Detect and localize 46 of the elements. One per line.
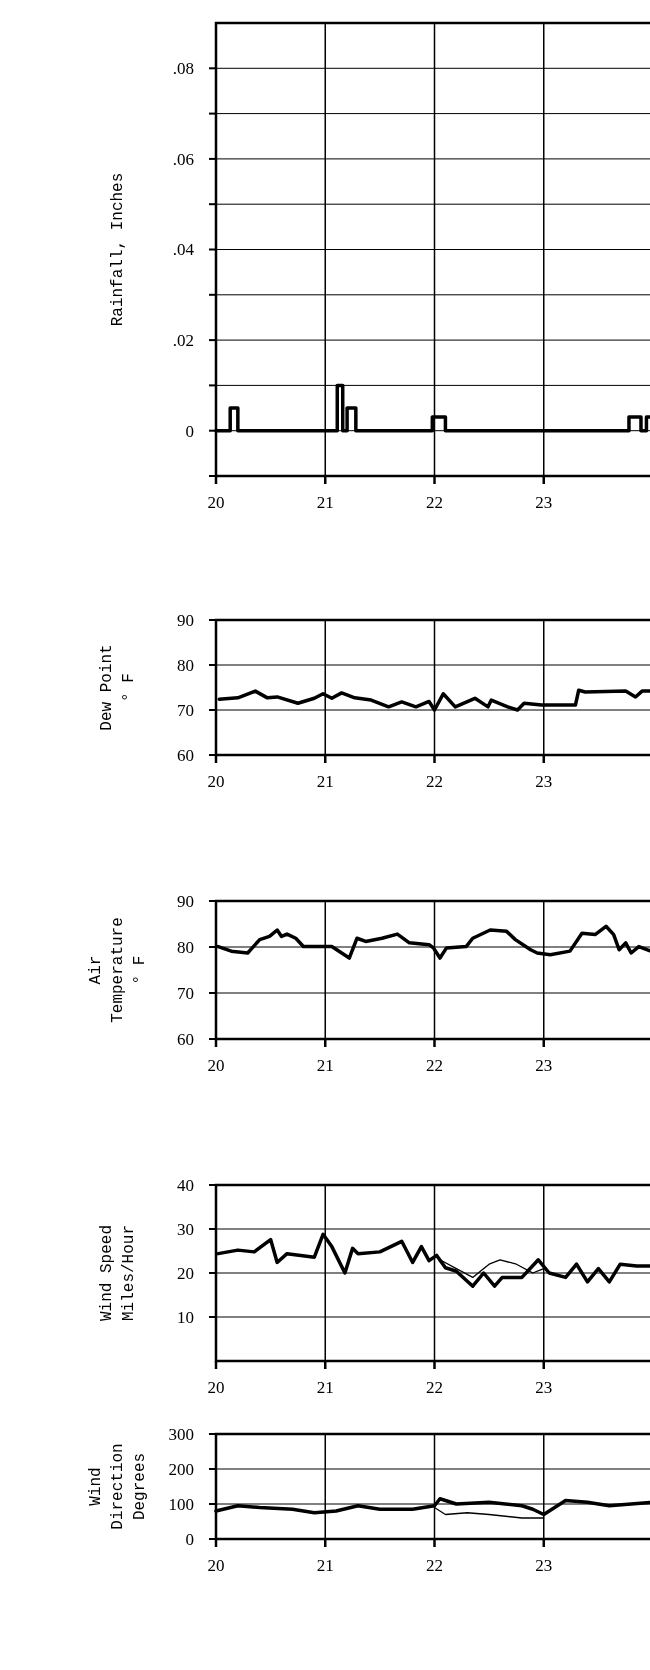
y-tick-label: .08 — [172, 59, 194, 79]
y-tick-label: 20 — [177, 1263, 194, 1283]
x-tick-label: 22 — [426, 772, 443, 791]
x-tick-label: 21 — [316, 493, 334, 512]
y-tick-label: 60 — [177, 1029, 194, 1049]
x-tick-label: 22 — [426, 1378, 443, 1397]
x-tick-label: 23 — [535, 1556, 553, 1575]
x-tick-label: 22 — [426, 1056, 443, 1075]
y-tick-label: 30 — [177, 1219, 194, 1239]
y-tick-label: 40 — [177, 1175, 194, 1195]
x-tick-label: 20 — [207, 1378, 225, 1397]
y-tick-label: 200 — [168, 1459, 194, 1479]
x-tick-label: 21 — [316, 1378, 334, 1397]
y-tick-label: 10 — [177, 1307, 194, 1327]
x-tick-label: 20 — [207, 772, 225, 791]
y-tick-label: 0 — [185, 421, 194, 441]
x-tick-label: 20 — [207, 1556, 225, 1575]
y-tick-label: 90 — [177, 891, 194, 911]
y-tick-label: 300 — [168, 1424, 194, 1444]
x-tick-label: 23 — [535, 1378, 553, 1397]
y-tick-label: 70 — [177, 700, 194, 720]
y-tick-label: 60 — [177, 745, 194, 765]
y-tick-label: 100 — [168, 1494, 194, 1514]
y-axis-title: Wind Direction Degrees — [86, 1443, 149, 1530]
x-tick-label: 23 — [535, 493, 553, 512]
x-tick-label: 22 — [426, 493, 443, 512]
x-tick-label: 23 — [535, 1056, 553, 1075]
y-tick-label: .02 — [172, 331, 194, 351]
y-axis-title: Air Temperature ° F — [86, 917, 149, 1023]
x-tick-label: 21 — [316, 772, 334, 791]
x-tick-label: 20 — [207, 493, 225, 512]
x-tick-label: 22 — [426, 1556, 443, 1575]
y-axis-title: Dew Point ° F — [97, 644, 138, 731]
y-tick-label: 80 — [177, 655, 194, 675]
y-tick-label: .06 — [172, 149, 194, 169]
y-axis-title: Rainfall, Inches — [108, 172, 127, 327]
y-tick-label: 90 — [177, 610, 194, 630]
x-tick-label: 21 — [316, 1556, 334, 1575]
x-tick-label: 20 — [207, 1056, 225, 1075]
y-tick-label: 70 — [177, 983, 194, 1003]
y-axis-title: Wind Speed Miles/Hour — [97, 1224, 138, 1322]
y-tick-label: 0 — [185, 1529, 194, 1549]
y-tick-label: 80 — [177, 937, 194, 957]
x-tick-label: 23 — [535, 772, 553, 791]
x-tick-label: 21 — [316, 1056, 334, 1075]
y-tick-label: .04 — [172, 240, 195, 260]
